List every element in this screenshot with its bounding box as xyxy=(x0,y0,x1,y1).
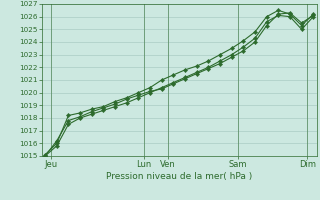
X-axis label: Pression niveau de la mer( hPa ): Pression niveau de la mer( hPa ) xyxy=(106,172,252,181)
